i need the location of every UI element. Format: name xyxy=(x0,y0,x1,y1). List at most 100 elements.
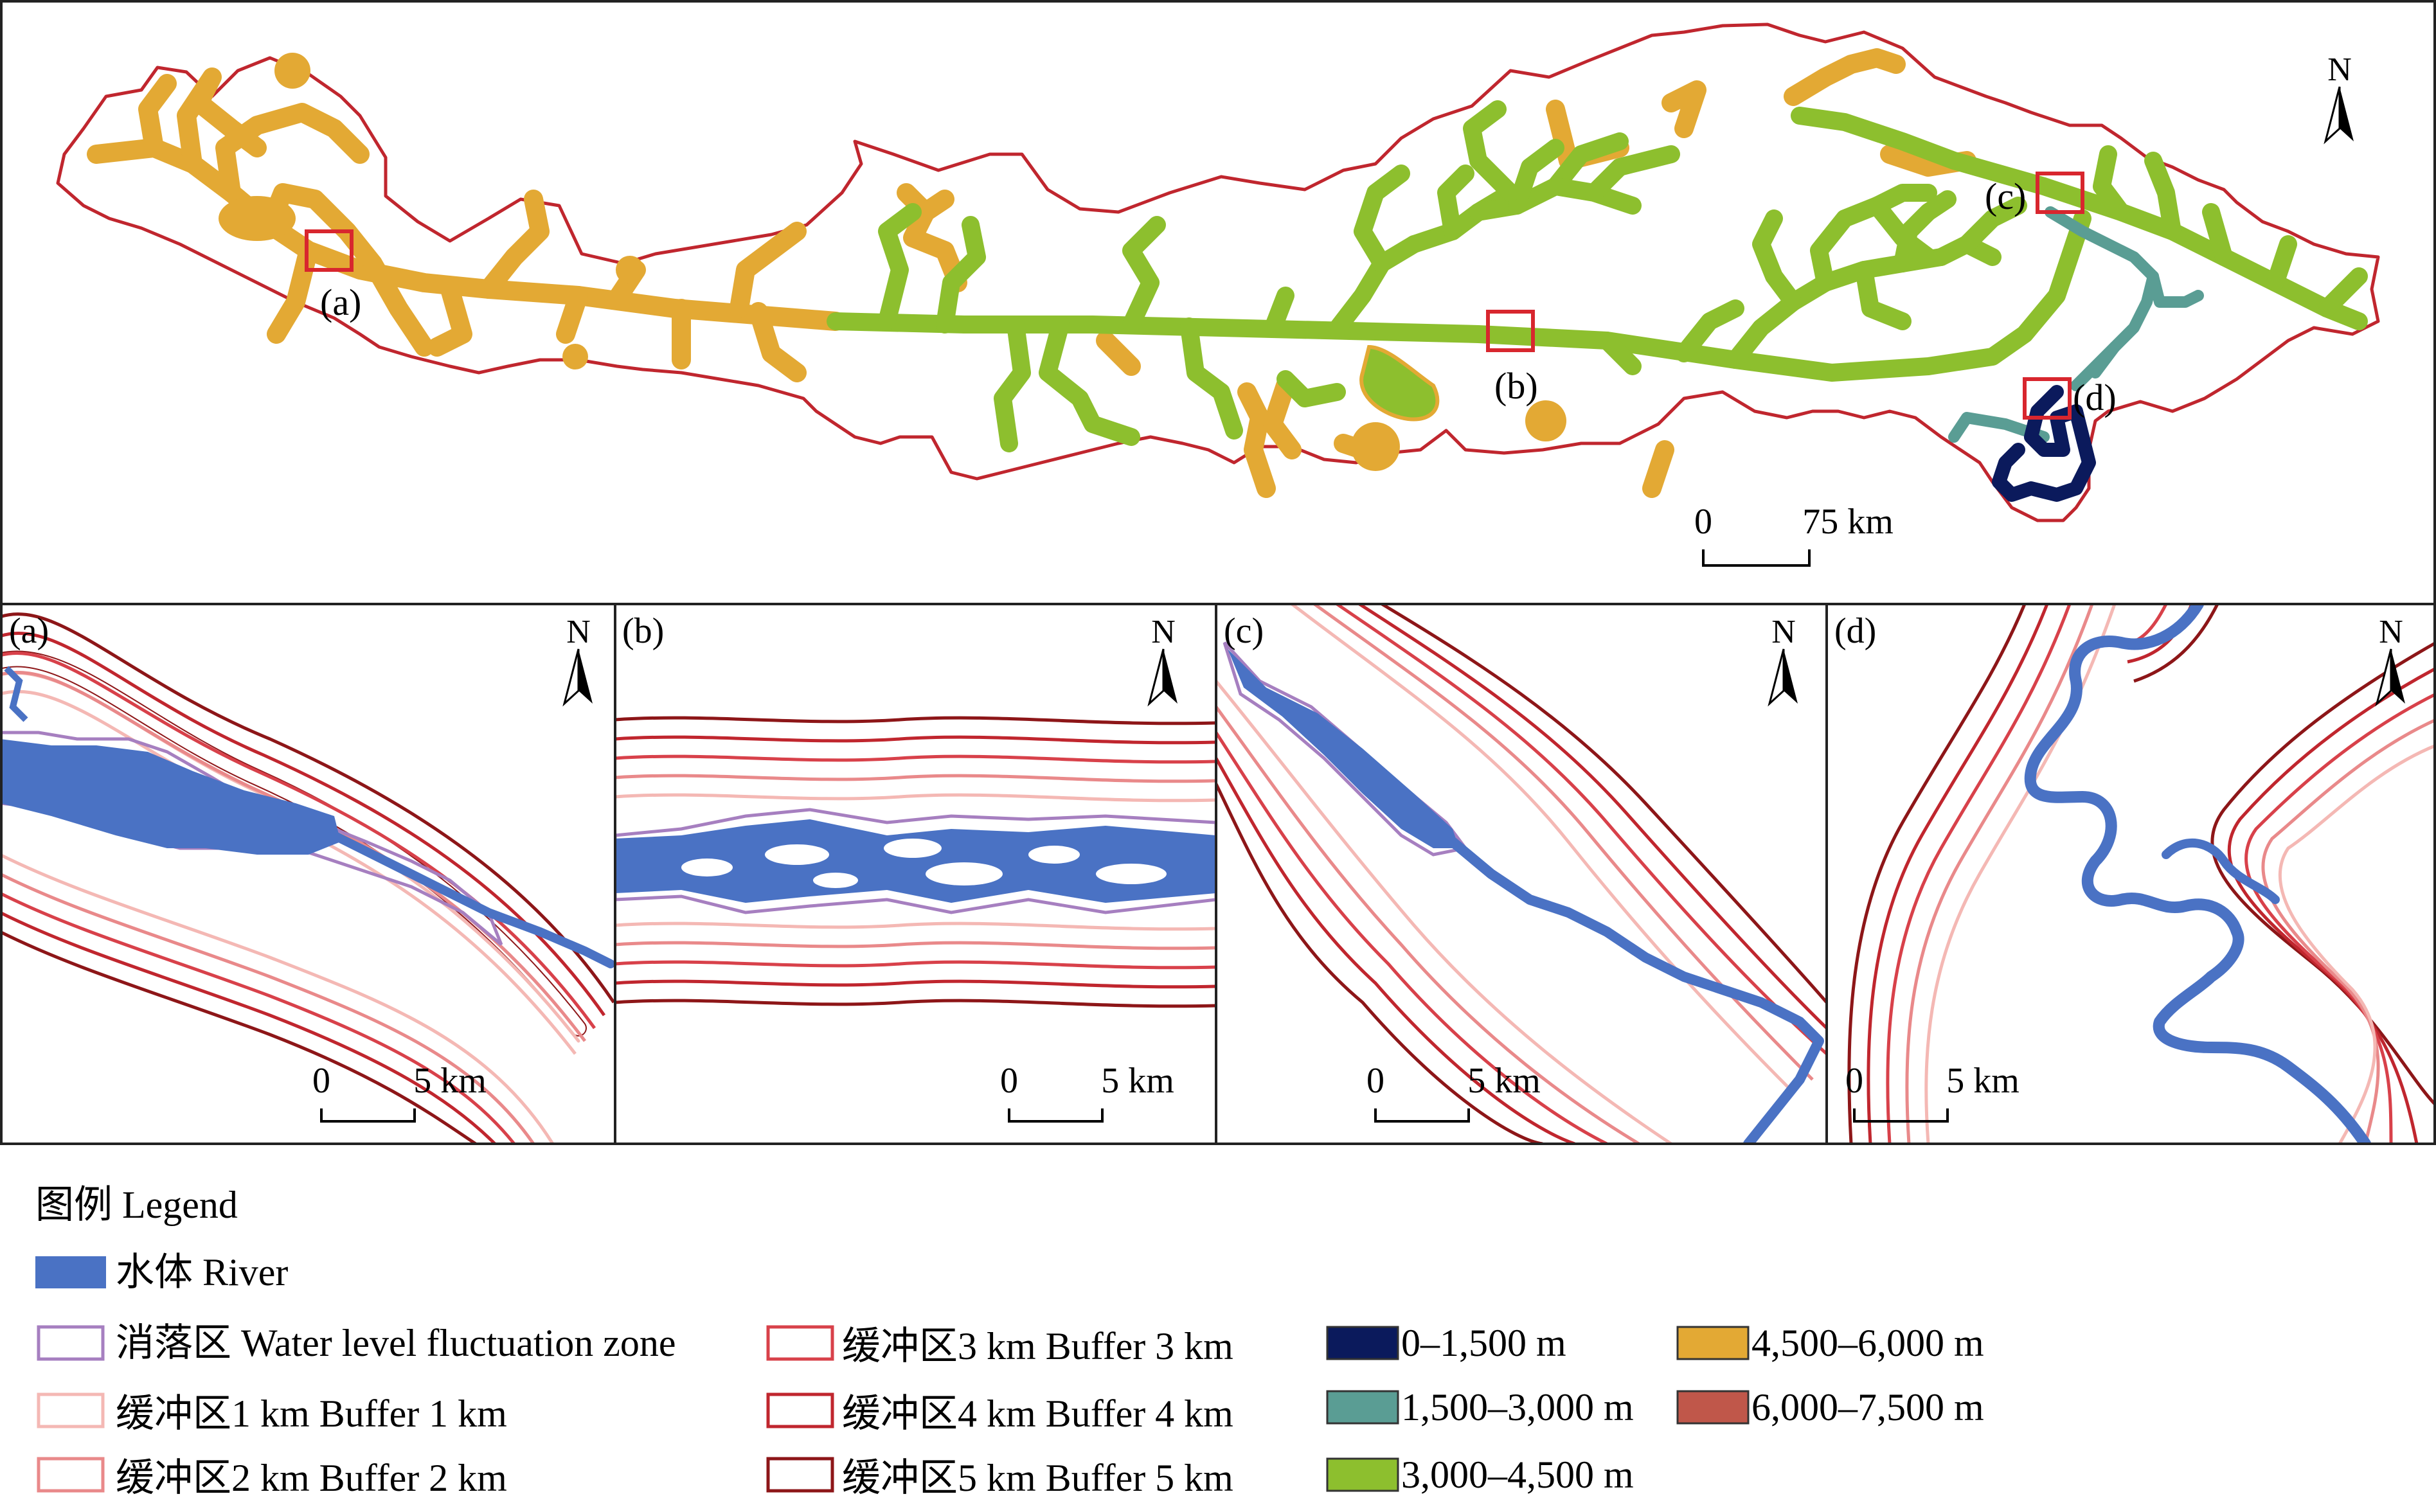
scale-bar-overview: 0 75 km xyxy=(1694,502,1894,567)
north-arrow-icon-outline xyxy=(2324,86,2341,145)
north-arrow-icon xyxy=(2391,649,2405,704)
panel-c-label: (c) xyxy=(1224,611,1264,651)
basin-boundary xyxy=(56,22,2380,522)
legend-swatch-elev-1500-3000 xyxy=(1326,1390,1399,1425)
panel-d-frame xyxy=(1825,603,2436,1145)
inset-label-c: (c) xyxy=(1985,175,2026,217)
scale-start: 0 xyxy=(1845,1061,1863,1101)
legend-title: 图例 Legend xyxy=(35,1184,238,1226)
north-arrow-icon xyxy=(1163,649,1178,704)
elevation-4500-6000 xyxy=(87,48,1976,498)
legend-label-buffer-2: 缓冲区2 km Buffer 2 km xyxy=(116,1457,507,1499)
north-arrow-icon xyxy=(578,649,593,704)
legend-swatch-buffer-1 xyxy=(37,1392,105,1428)
scale-start: 0 xyxy=(1366,1061,1384,1101)
scale-bar-a: 0 5 km xyxy=(312,1061,487,1123)
north-arrow-a: N xyxy=(562,614,593,707)
buffer-lines-d xyxy=(1847,604,2436,1144)
legend-label-buffer-5: 缓冲区5 km Buffer 5 km xyxy=(842,1457,1233,1499)
fluctuation-zone-c xyxy=(1222,641,1469,857)
north-arrow-icon xyxy=(2340,87,2354,141)
overview-lake-blob xyxy=(274,53,310,89)
legend-swatch-fluctuation xyxy=(37,1325,105,1361)
inset-marker-d xyxy=(2023,377,2072,420)
legend-label-buffer-4: 缓冲区4 km Buffer 4 km xyxy=(842,1392,1233,1435)
north-letter: N xyxy=(566,614,591,650)
panel-b-label: (b) xyxy=(622,611,664,651)
legend-swatch-elev-4500-6000 xyxy=(1676,1326,1750,1360)
inset-marker-a xyxy=(305,229,354,272)
legend-swatch-elev-0-1500 xyxy=(1326,1326,1399,1360)
overview-frame xyxy=(0,0,2436,605)
river-a xyxy=(0,739,341,855)
overview-lake-blob xyxy=(1525,400,1566,441)
legend-swatch-river xyxy=(35,1256,106,1288)
north-arrow-icon xyxy=(1784,649,1798,704)
inset-label-b: (b) xyxy=(1494,365,1538,407)
scale-end: 5 km xyxy=(413,1061,487,1101)
legend-swatch-elev-6000-7500 xyxy=(1676,1390,1750,1425)
river-b xyxy=(615,819,1216,903)
inset-marker-c xyxy=(2036,172,2084,214)
legend-label-buffer-3: 缓冲区3 km Buffer 3 km xyxy=(842,1325,1233,1367)
overview-map: (a) (b) (c) (d) N 0 75 km xyxy=(0,0,2436,605)
river-b-islands xyxy=(681,839,1167,888)
overview-lake-green xyxy=(1359,344,1440,422)
river-c xyxy=(1228,649,1459,848)
north-letter: N xyxy=(2327,51,2352,88)
scale-start: 0 xyxy=(1694,502,1712,542)
panel-a: (a) N 0 5 km xyxy=(0,603,616,1145)
inset-markers xyxy=(305,172,2084,420)
fluctuation-zone-b xyxy=(615,808,1216,914)
overview-lake-blob xyxy=(1351,422,1400,471)
legend-label-elev-3000-4500: 3,000–4,500 m xyxy=(1401,1454,1634,1496)
river-c-channel xyxy=(1447,837,1824,1144)
legend-label-fluctuation: 消落区 Water level fluctuation zone xyxy=(116,1322,676,1364)
north-arrow-c: N xyxy=(1768,614,1798,707)
panel-b: (b) N 0 5 km xyxy=(614,603,1217,1145)
panel-d-label: (d) xyxy=(1834,611,1876,651)
elevation-0-1500 xyxy=(1992,385,2096,502)
inset-marker-b xyxy=(1486,310,1535,352)
buffer-lines-b xyxy=(615,716,1216,1008)
legend-swatch-buffer-2 xyxy=(37,1457,105,1493)
overview-lake-blob xyxy=(616,256,644,284)
north-arrow-icon-outline xyxy=(1147,648,1165,707)
scale-start: 0 xyxy=(1000,1061,1018,1101)
scale-bar-c: 0 5 km xyxy=(1366,1061,1541,1123)
legend-label-river: 水体 River xyxy=(116,1251,288,1294)
buffer-lines-c xyxy=(1216,604,1827,1144)
north-arrow-overview: N xyxy=(2324,51,2354,145)
river-d-tributary xyxy=(2162,839,2280,904)
legend: 图例 Legend 水体 River 消落区 Water level fluct… xyxy=(35,1184,1984,1499)
legend-label-buffer-1: 缓冲区1 km Buffer 1 km xyxy=(116,1392,507,1435)
north-arrow-icon-outline xyxy=(1768,648,1785,707)
north-letter: N xyxy=(1151,614,1176,650)
elevation-1500-3000 xyxy=(1948,206,2204,443)
legend-swatch-elev-3000-4500 xyxy=(1326,1457,1399,1492)
north-arrow-d: N xyxy=(2375,614,2405,707)
inset-label-d: (d) xyxy=(2073,377,2117,418)
legend-label-elev-4500-6000: 4,500–6,000 m xyxy=(1751,1322,1984,1364)
legend-swatch-buffer-4 xyxy=(766,1392,834,1428)
panel-c: (c) N 0 5 km xyxy=(1215,603,1828,1145)
scale-start: 0 xyxy=(312,1061,330,1101)
overview-lake-blob xyxy=(562,344,588,369)
scale-end: 5 km xyxy=(1467,1061,1541,1101)
scale-end: 5 km xyxy=(1101,1061,1174,1101)
river-d xyxy=(2024,604,2371,1144)
scale-bar-b: 0 5 km xyxy=(1000,1061,1174,1123)
scale-bar-d: 0 5 km xyxy=(1845,1061,2020,1123)
panel-a-label: (a) xyxy=(9,611,49,651)
legend-label-elev-1500-3000: 1,500–3,000 m xyxy=(1401,1386,1634,1428)
legend-label-elev-6000-7500: 6,000–7,500 m xyxy=(1751,1386,1984,1428)
north-arrow-b: N xyxy=(1147,614,1178,707)
overview-lake-blob xyxy=(219,196,296,241)
buffer-lines-a xyxy=(0,612,615,1144)
north-arrow-icon-outline xyxy=(562,648,580,707)
legend-swatch-buffer-3 xyxy=(766,1325,834,1361)
river-a-tributary xyxy=(4,666,28,722)
north-arrow-icon-outline xyxy=(2375,648,2392,707)
north-letter: N xyxy=(1771,614,1796,650)
